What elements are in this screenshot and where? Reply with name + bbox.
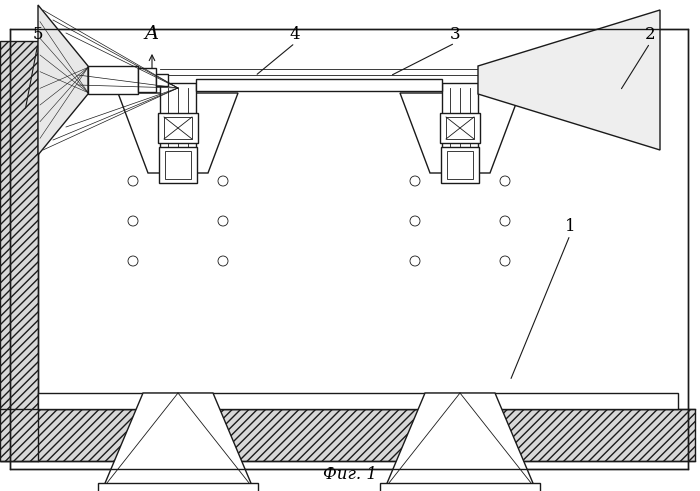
Circle shape — [139, 76, 147, 84]
Bar — [98, 483, 258, 491]
Polygon shape — [478, 10, 660, 150]
Bar — [442, 83, 478, 173]
Bar — [138, 68, 156, 92]
Text: 2: 2 — [645, 26, 655, 43]
Bar — [0, 409, 695, 461]
Text: 5: 5 — [33, 26, 43, 43]
Polygon shape — [103, 393, 253, 488]
Text: 3: 3 — [449, 26, 461, 43]
Bar — [156, 74, 168, 86]
Bar — [446, 117, 474, 139]
Bar — [10, 29, 688, 469]
Bar — [380, 483, 540, 491]
Text: 1: 1 — [565, 218, 575, 235]
Bar — [0, 41, 38, 461]
Text: Фиг. 1: Фиг. 1 — [323, 466, 377, 483]
Bar — [165, 151, 191, 179]
Polygon shape — [38, 5, 88, 155]
Text: A: A — [145, 25, 159, 43]
Polygon shape — [118, 93, 238, 173]
Bar — [159, 147, 197, 183]
Bar — [88, 66, 138, 94]
Bar — [38, 393, 678, 409]
Bar — [164, 117, 192, 139]
Text: 4: 4 — [290, 26, 300, 43]
Bar — [158, 113, 198, 143]
Bar — [440, 113, 480, 143]
Polygon shape — [400, 93, 520, 173]
Bar — [441, 147, 479, 183]
Bar — [447, 151, 473, 179]
Bar — [196, 79, 442, 91]
Bar — [160, 83, 196, 173]
Polygon shape — [385, 393, 535, 488]
